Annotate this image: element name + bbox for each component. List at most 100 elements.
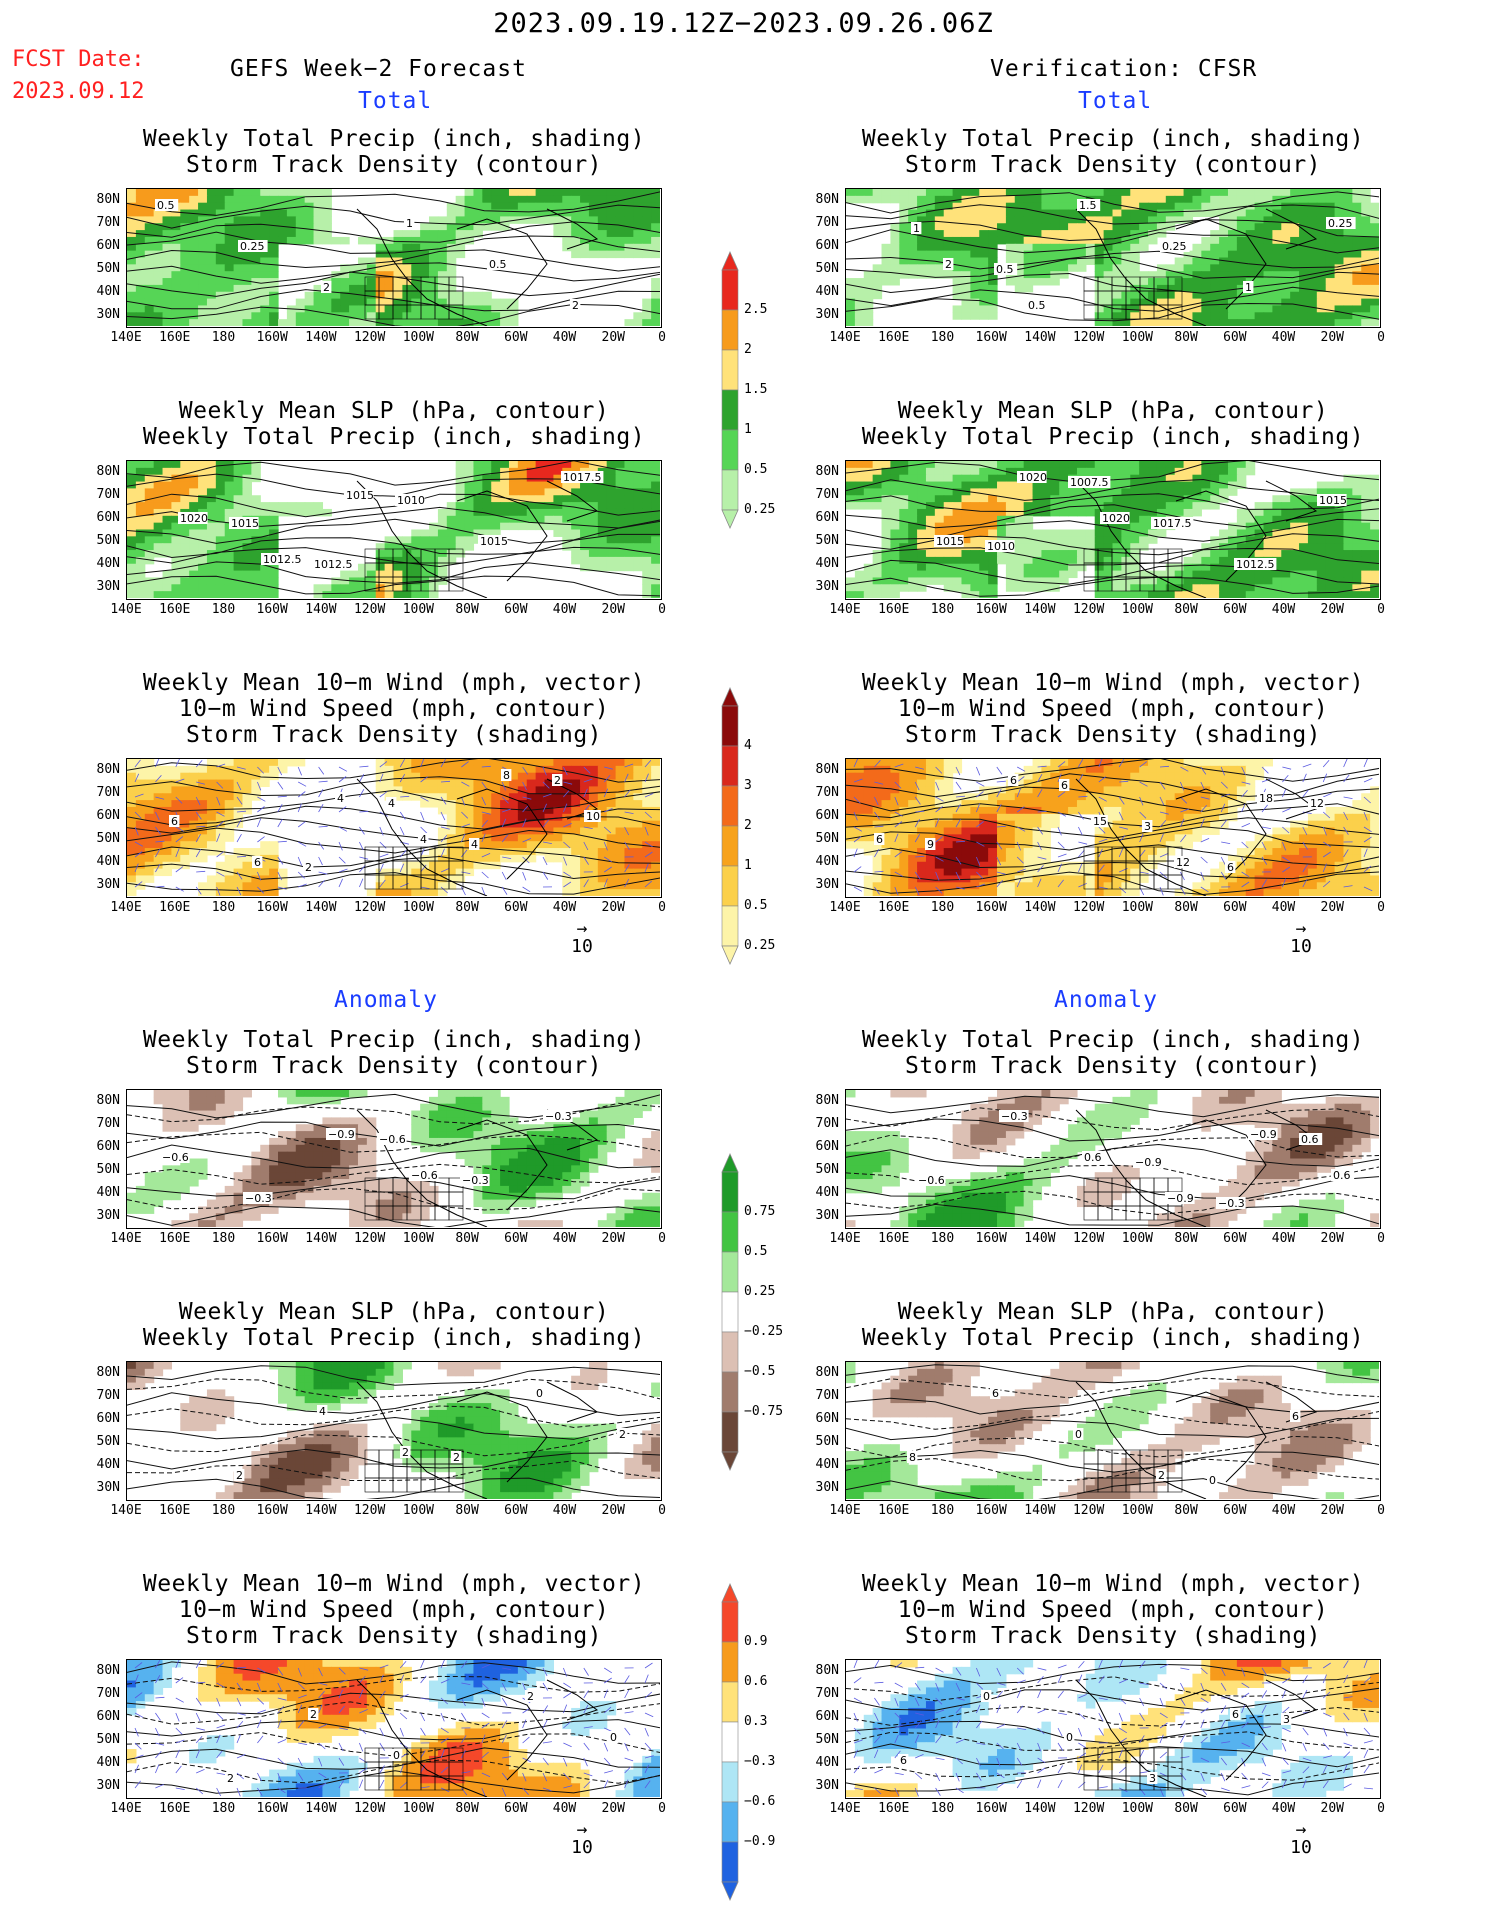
shading-cell xyxy=(251,793,261,801)
shading-cell xyxy=(1316,209,1327,217)
shading-cell xyxy=(402,889,412,896)
shading-cell xyxy=(1005,236,1016,245)
shading-cell xyxy=(517,834,528,842)
shading-cell xyxy=(854,312,865,320)
shading-cell xyxy=(242,474,252,483)
shading-cell xyxy=(979,467,989,476)
shading-cell xyxy=(651,515,660,524)
shading-cell xyxy=(899,209,909,217)
shading-cell xyxy=(553,467,563,476)
shading-cell xyxy=(455,536,466,544)
shading-cell xyxy=(642,298,652,307)
shading-cell xyxy=(952,230,963,238)
shading-cell xyxy=(1236,195,1247,204)
wind-vector xyxy=(604,766,613,770)
shading-cell xyxy=(393,278,403,286)
shading-cell xyxy=(1281,550,1291,558)
shading-cell xyxy=(846,291,856,300)
shading-cell xyxy=(908,529,918,537)
shading-cell xyxy=(1112,481,1122,489)
shading-cell xyxy=(429,257,439,265)
shading-cell xyxy=(943,189,954,197)
contour-label: 1 xyxy=(406,217,413,230)
shading-cell xyxy=(242,889,252,896)
shading-cell xyxy=(1050,543,1060,551)
shading-cell xyxy=(651,536,660,544)
shading-cell xyxy=(278,189,288,197)
shading-cell xyxy=(135,786,146,794)
wind-vector xyxy=(298,883,307,888)
shading-cell xyxy=(224,291,235,300)
shading-cell xyxy=(1041,195,1051,204)
shading-cell xyxy=(1005,278,1016,286)
shading-cell xyxy=(1059,570,1069,579)
shading-cell xyxy=(215,209,226,217)
shading-cell xyxy=(251,271,261,279)
shading-cell xyxy=(198,257,208,265)
shading-cell xyxy=(1183,284,1194,293)
shading-cell xyxy=(1352,319,1362,326)
shading-cell xyxy=(970,230,980,238)
shading-cell xyxy=(890,502,900,510)
shading-cell xyxy=(1325,243,1336,252)
shading-cell xyxy=(1014,508,1025,517)
shading-cell xyxy=(420,556,430,565)
shading-cell xyxy=(1236,236,1247,245)
shading-cell xyxy=(446,827,457,835)
shading-cell xyxy=(1210,264,1220,272)
shading-cell xyxy=(189,854,199,863)
shading-cell xyxy=(881,543,892,551)
shading-cell xyxy=(624,841,634,849)
shading-cell xyxy=(251,508,261,517)
wind-vector xyxy=(236,766,246,770)
shading-cell xyxy=(890,223,900,231)
shading-cell xyxy=(455,236,466,245)
contour-label-bg xyxy=(178,512,208,524)
shading-cell xyxy=(1005,488,1016,496)
shading-cell xyxy=(251,230,261,238)
shading-cell xyxy=(1130,529,1140,537)
shading-cell xyxy=(224,759,235,767)
shading-cell xyxy=(1005,209,1016,217)
shading-cell xyxy=(952,488,963,496)
shading-cell xyxy=(979,556,989,565)
shading-cell xyxy=(633,779,643,787)
shading-cell xyxy=(970,312,980,320)
shading-cell xyxy=(1219,495,1229,503)
shading-cell xyxy=(633,236,643,245)
shading-cell xyxy=(162,827,173,835)
shading-cell xyxy=(1343,271,1353,279)
shading-cell xyxy=(1130,209,1140,217)
shading-cell xyxy=(1130,312,1140,320)
shading-cell xyxy=(1014,209,1025,217)
shading-cell xyxy=(1254,584,1265,592)
shading-cell xyxy=(233,772,244,781)
shading-cell xyxy=(1370,529,1379,537)
wind-vector xyxy=(603,826,612,834)
wind-vector xyxy=(216,796,221,806)
shading-cell xyxy=(952,291,963,300)
shading-cell xyxy=(961,195,971,204)
shading-cell xyxy=(189,230,199,238)
shading-cell xyxy=(233,467,244,476)
wind-vector xyxy=(563,781,573,785)
shading-cell xyxy=(571,848,581,856)
shading-cell xyxy=(1307,291,1318,300)
shading-cell xyxy=(180,584,190,592)
shading-cell xyxy=(1023,563,1034,572)
shading-cell xyxy=(1210,591,1220,598)
contour-label-bg xyxy=(994,263,1018,275)
shading-cell xyxy=(943,584,954,592)
shading-cell xyxy=(251,298,261,307)
shading-cell xyxy=(135,474,146,483)
shading-cell xyxy=(251,467,261,476)
shading-cell xyxy=(642,189,652,197)
shading-cell xyxy=(1192,305,1202,313)
shading-cell xyxy=(535,502,546,510)
shading-cell xyxy=(526,502,537,510)
shading-cell xyxy=(1210,278,1220,286)
shading-cell xyxy=(1370,319,1379,326)
shading-cell xyxy=(233,800,244,808)
shading-cell xyxy=(135,779,146,787)
lon-tick-label: 60W xyxy=(504,330,528,345)
